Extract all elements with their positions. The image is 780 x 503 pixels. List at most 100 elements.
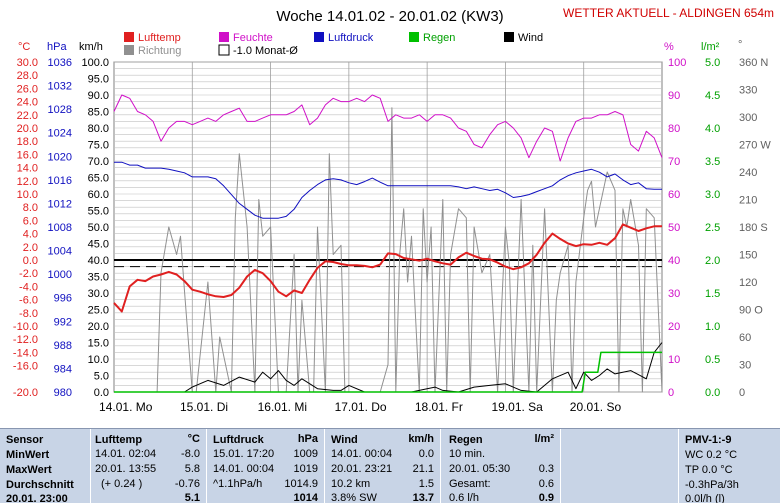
summary-regen: Regen l/m² 10 min. 20.01. 05:30 0.3 Gesa…	[440, 429, 560, 503]
tick-direction: 150	[739, 250, 757, 262]
tick-rain: 0.5	[705, 354, 720, 366]
tick-rain: 2.0	[705, 255, 720, 267]
tick-temp: -20.0	[13, 387, 38, 399]
tick-pressure: 1012	[48, 198, 72, 210]
wind-unit: km/h	[408, 433, 434, 445]
tick-temp: 10.0	[17, 189, 38, 201]
tick-temp: 12.0	[17, 176, 38, 188]
wind-min-value: 0.0	[418, 448, 434, 460]
regen-max-time: 20.01. 05:30	[449, 463, 511, 475]
tick-direction: 60	[739, 332, 751, 344]
tick-humidity: 70	[668, 156, 680, 168]
label-current: 20.01. 23:00	[6, 493, 68, 503]
unit-hpa: hPa	[47, 41, 67, 53]
tick-temp: 18.0	[17, 136, 38, 148]
unit-celsius: °C	[18, 41, 30, 53]
tick-temp: 30.0	[17, 57, 38, 69]
lufttemp-avg-value: -0.76	[174, 478, 200, 490]
tick-pressure: 992	[54, 316, 72, 328]
legend-swatch-richtung	[124, 45, 134, 55]
tick-rain: 4.0	[705, 123, 720, 135]
tick-pressure: 1024	[48, 128, 72, 140]
regen-rate: 0.6 l/h	[449, 492, 479, 503]
weather-chart: 30.028.026.024.022.020.018.016.014.012.0…	[13, 6, 774, 414]
tick-rain: 3.5	[705, 156, 720, 168]
tick-rain: 4.5	[705, 90, 720, 102]
tick-temp: 14.0	[17, 163, 38, 175]
tick-wind: 100.0	[81, 57, 109, 69]
tick-rain: 1.5	[705, 288, 720, 300]
pmv-windchill: WC 0.2 °C	[685, 449, 738, 461]
series-richtung	[114, 107, 663, 393]
summary-table: Sensor MinWert MaxWert Durchschnitt 20.0…	[0, 428, 780, 503]
tick-day: 14.01. Mo	[99, 400, 153, 414]
tick-wind: 95.0	[88, 74, 109, 86]
lufttemp-min-time: 14.01. 02:04	[95, 448, 157, 460]
luftdruck-min-time: 15.01. 17:20	[213, 448, 275, 460]
legend-luftdruck: Luftdruck	[328, 32, 374, 44]
regen-interval: 10 min.	[449, 448, 486, 460]
tick-pressure: 1036	[48, 57, 72, 69]
tick-pressure: 1032	[48, 81, 72, 93]
tick-direction: 90 O	[739, 305, 763, 317]
tick-direction: 120	[739, 277, 757, 289]
series-lufttemp	[113, 223, 662, 313]
regen-total-value: 0.6	[538, 478, 554, 490]
tick-humidity: 20	[668, 321, 680, 333]
tick-direction: 210	[739, 195, 757, 207]
tick-humidity: 0	[668, 387, 674, 399]
tick-day: 15.01. Di	[180, 400, 228, 414]
tick-wind: 50.0	[88, 222, 109, 234]
lufttemp-max-time: 20.01. 13:55	[95, 463, 157, 475]
tick-wind: 40.0	[88, 255, 109, 267]
lufttemp-max-value: 5.8	[184, 463, 200, 475]
lufttemp-min-value: -8.0	[181, 448, 200, 460]
pmv-pressure-trend: -0.3hPa/3h	[685, 479, 739, 491]
luftdruck-max-value: 1019	[293, 463, 318, 475]
summary-luftdruck: Luftdruck hPa 15.01. 17:20 1009 14.01. 0…	[206, 429, 324, 503]
tick-wind: 90.0	[88, 90, 109, 102]
legend-richtung: Richtung	[138, 45, 181, 57]
tick-direction: 30	[739, 360, 751, 372]
tick-direction: 360 N	[739, 57, 768, 69]
tick-pressure: 1020	[48, 151, 72, 163]
tick-temp: -8.0	[19, 308, 38, 320]
luftdruck-avg-value: 1014.9	[284, 478, 318, 490]
tick-humidity: 100	[668, 57, 686, 69]
legend-wind: Wind	[518, 32, 543, 44]
tick-wind: 10.0	[88, 354, 109, 366]
series-regen	[114, 351, 662, 393]
luftdruck-max-time: 14.01. 00:04	[213, 463, 275, 475]
tick-wind: 20.0	[88, 321, 109, 333]
unit-kmh: km/h	[79, 41, 103, 53]
tick-temp: 16.0	[17, 149, 38, 161]
tick-temp: -6.0	[19, 295, 38, 307]
wind-avg-value: 1.5	[418, 478, 434, 490]
tick-day: 16.01. Mi	[258, 400, 307, 414]
tick-rain: 1.0	[705, 321, 720, 333]
summary-labels: Sensor MinWert MaxWert Durchschnitt 20.0…	[0, 429, 90, 503]
chart-series	[113, 94, 663, 393]
legend-monat: -1.0 Monat-Ø	[233, 45, 298, 57]
tick-temp: 28.0	[17, 70, 38, 82]
pmv-title: PMV-1:-9	[685, 434, 732, 446]
tick-pressure: 996	[54, 293, 72, 305]
tick-wind: 30.0	[88, 288, 109, 300]
tick-wind: 35.0	[88, 272, 109, 284]
luftdruck-min-value: 1009	[293, 448, 318, 460]
tick-temp: -10.0	[13, 321, 38, 333]
wind-title: Wind	[331, 434, 358, 446]
tick-temp: -14.0	[13, 347, 38, 359]
wind-current: 13.7	[412, 492, 434, 503]
tick-wind: 5.0	[94, 371, 109, 383]
pmv-dewpoint: TP 0.0 °C	[685, 464, 733, 476]
regen-max-value: 0.3	[538, 463, 554, 475]
station-name: WETTER AKTUELL - ALDINGEN 654m	[563, 6, 774, 20]
legend-swatch-monat	[218, 44, 230, 56]
tick-direction: 330	[739, 85, 757, 97]
regen-total-label: Gesamt:	[449, 478, 491, 490]
tick-rain: 3.0	[705, 189, 720, 201]
tick-pressure: 984	[54, 363, 72, 375]
tick-temp: -4.0	[19, 281, 38, 293]
tick-humidity: 30	[668, 288, 680, 300]
